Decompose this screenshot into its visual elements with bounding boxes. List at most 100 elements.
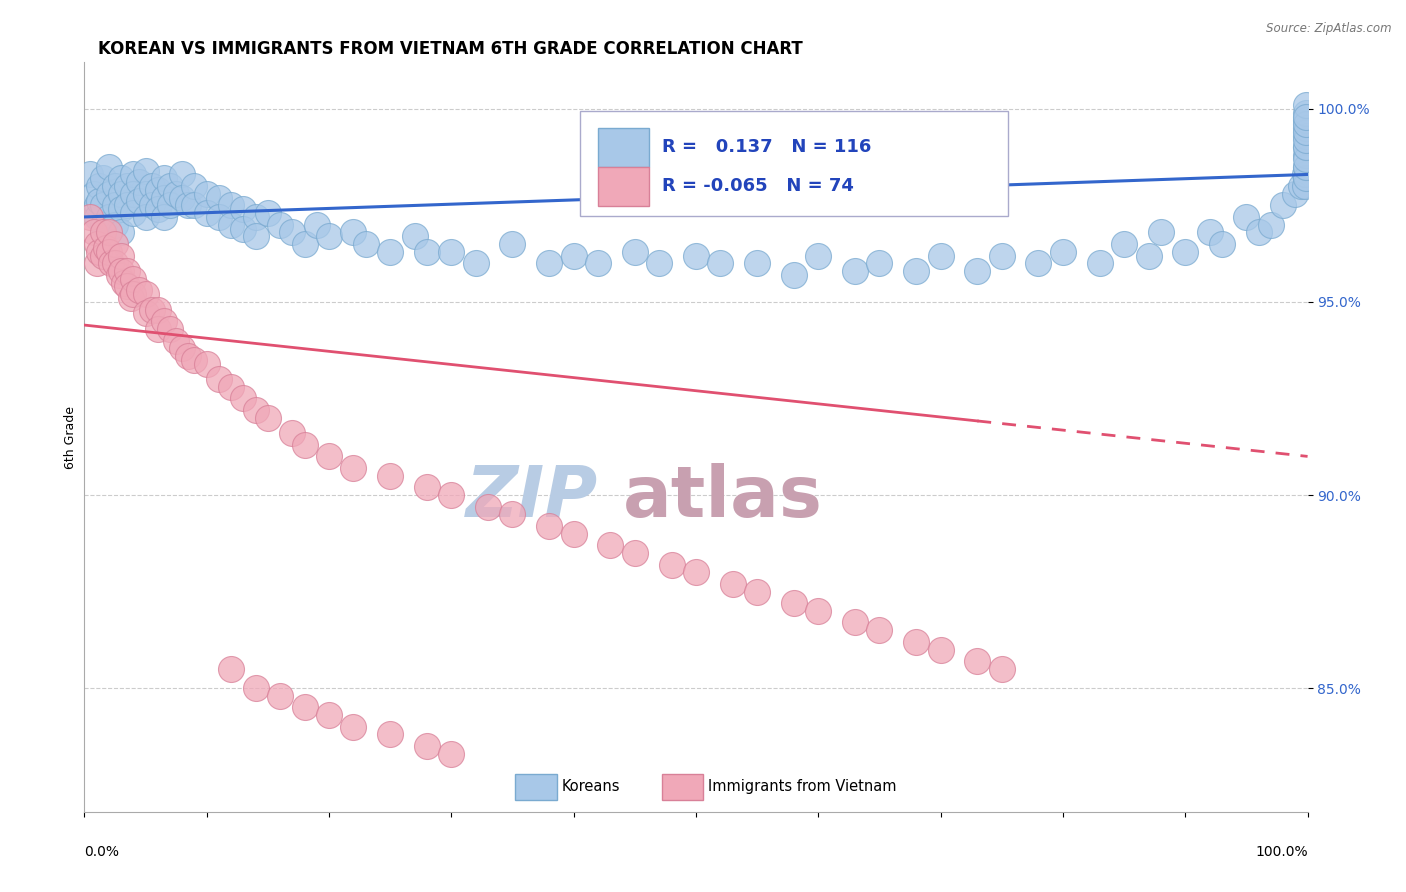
Point xyxy=(1295,125,1317,139)
Point xyxy=(1295,140,1317,154)
Point xyxy=(219,380,242,394)
Point xyxy=(562,526,585,541)
Point xyxy=(110,264,132,278)
Point xyxy=(354,237,377,252)
Point xyxy=(1150,226,1173,240)
FancyBboxPatch shape xyxy=(598,128,650,168)
Point xyxy=(135,186,157,201)
Point xyxy=(183,352,205,367)
Point xyxy=(721,577,744,591)
Point xyxy=(599,538,621,552)
Point xyxy=(177,349,200,363)
Point xyxy=(177,198,200,212)
Point xyxy=(624,244,647,259)
Point xyxy=(195,357,218,371)
Point xyxy=(294,237,316,252)
Point xyxy=(97,210,120,224)
Point xyxy=(122,206,145,220)
Point xyxy=(165,334,187,348)
Point xyxy=(294,438,316,452)
Point xyxy=(318,708,340,723)
Point xyxy=(104,198,127,212)
Point xyxy=(1198,226,1220,240)
Point xyxy=(477,500,499,514)
Point xyxy=(294,700,316,714)
Point xyxy=(172,341,194,355)
Text: Koreans: Koreans xyxy=(561,780,620,795)
Point xyxy=(165,186,187,201)
Point xyxy=(502,237,524,252)
Point xyxy=(929,248,952,262)
Point xyxy=(502,508,524,522)
Point xyxy=(91,248,114,262)
Point xyxy=(122,168,145,182)
Point xyxy=(97,160,120,174)
Point xyxy=(183,179,205,194)
Point xyxy=(1284,186,1306,201)
Point xyxy=(1272,198,1295,212)
Point xyxy=(135,163,157,178)
Point xyxy=(104,256,127,270)
Point xyxy=(122,287,145,301)
Point xyxy=(83,226,105,240)
Point xyxy=(146,302,169,317)
Point xyxy=(208,372,231,386)
Point xyxy=(380,727,402,741)
Point xyxy=(929,642,952,657)
Point xyxy=(257,410,280,425)
Point xyxy=(1295,117,1317,131)
Point xyxy=(97,244,120,259)
Point xyxy=(128,194,150,209)
Text: Source: ZipAtlas.com: Source: ZipAtlas.com xyxy=(1267,22,1392,36)
Point xyxy=(79,210,101,224)
Point xyxy=(232,392,254,406)
Point xyxy=(87,244,110,259)
Point xyxy=(991,248,1014,262)
Point xyxy=(1291,179,1313,194)
Point xyxy=(281,426,304,441)
Point xyxy=(97,186,120,201)
Point xyxy=(141,179,163,194)
Point xyxy=(586,256,609,270)
Point xyxy=(1211,237,1233,252)
Point xyxy=(86,198,108,212)
Point xyxy=(1295,110,1317,124)
Point xyxy=(966,654,988,668)
Point xyxy=(869,623,891,637)
Text: KOREAN VS IMMIGRANTS FROM VIETNAM 6TH GRADE CORRELATION CHART: KOREAN VS IMMIGRANTS FROM VIETNAM 6TH GR… xyxy=(98,40,803,58)
Point xyxy=(245,403,267,417)
Point xyxy=(195,206,218,220)
Point xyxy=(110,226,132,240)
Point xyxy=(1247,226,1270,240)
Point xyxy=(208,191,231,205)
Point xyxy=(269,689,291,703)
Point xyxy=(624,546,647,560)
Point xyxy=(404,229,426,244)
Point xyxy=(219,662,242,676)
Point xyxy=(86,256,108,270)
Point xyxy=(208,210,231,224)
Point xyxy=(1295,121,1317,136)
Point xyxy=(380,468,402,483)
Point xyxy=(1295,160,1317,174)
Point xyxy=(91,171,114,186)
Point xyxy=(110,248,132,262)
Text: Immigrants from Vietnam: Immigrants from Vietnam xyxy=(709,780,897,795)
Point xyxy=(141,302,163,317)
Point xyxy=(318,229,340,244)
Point xyxy=(416,480,439,494)
Point xyxy=(1295,148,1317,162)
Text: R =   0.137   N = 116: R = 0.137 N = 116 xyxy=(662,138,872,156)
Point xyxy=(1052,244,1074,259)
Point xyxy=(219,198,242,212)
Point xyxy=(245,210,267,224)
Point xyxy=(844,615,866,630)
FancyBboxPatch shape xyxy=(662,773,703,800)
Point xyxy=(305,218,328,232)
Point xyxy=(1295,105,1317,120)
Point xyxy=(87,194,110,209)
Point xyxy=(153,191,176,205)
Point xyxy=(281,226,304,240)
Point xyxy=(128,175,150,189)
Point xyxy=(159,322,181,336)
